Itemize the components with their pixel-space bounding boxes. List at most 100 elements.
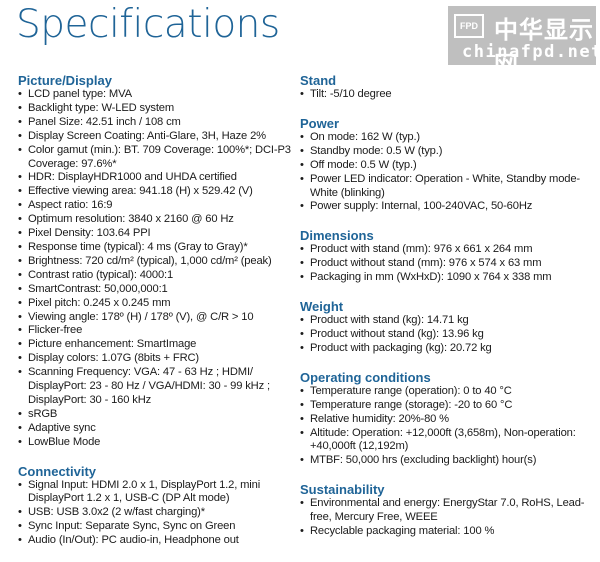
bullet-icon: • [18, 129, 22, 142]
watermark: FPD 中华显示网 chinafpd.net [448, 6, 600, 79]
section-heading: Operating conditions [300, 369, 431, 385]
bullet-icon: • [300, 243, 304, 256]
spec-item: • Standby mode: 0.5 W (typ.) [300, 145, 592, 159]
bullet-icon: • [18, 407, 22, 420]
spec-item: • Tilt: -5/10 degree [300, 88, 592, 102]
bullet-icon: • [18, 185, 22, 198]
bullet-icon: • [300, 200, 304, 213]
spec-item-text: LowBlue Mode [28, 435, 101, 448]
spec-item-text: HDR: DisplayHDR1000 and UHDA certified [28, 171, 237, 184]
spec-item-text: Product with stand (mm): 976 x 661 x 264… [310, 243, 533, 256]
section-heading: Weight [300, 299, 344, 315]
spec-item: • Backlight type: W-LED system [18, 102, 294, 116]
spec-item: • Product with stand (mm): 976 x 661 x 26… [300, 243, 592, 257]
spec-item-text: Temperature range (storage): -20 to 60 °… [310, 398, 513, 411]
spec-item: • SmartContrast: 50,000,000:1 [18, 283, 294, 297]
spec-item-text: Brightness: 720 cd/m² (typical), 1,000 c… [28, 254, 272, 267]
spec-item-text: Product with stand (kg): 14.71 kg [310, 314, 469, 327]
bullet-icon: • [18, 227, 22, 240]
spec-item-text: Contrast ratio (typical): 4000:1 [28, 268, 174, 281]
spec-item: • Sync Input: Separate Sync, Sync on Gree… [18, 520, 294, 534]
left-column: Picture/Display • LCD panel type: MVA • Back… [18, 73, 294, 562]
bullet-icon: • [18, 101, 22, 114]
spec-list: • On mode: 162 W (typ.) • Standby mode: 0.5… [300, 131, 592, 214]
spec-item: • LowBlue Mode [18, 436, 294, 450]
spec-list: • Tilt: -5/10 degree [300, 88, 592, 102]
spec-item: • Aspect ratio: 16:9 [18, 199, 294, 213]
spec-item: • HDR: DisplayHDR1000 and UHDA certified [18, 171, 294, 185]
spec-item: • Brightness: 720 cd/m² (typical), 1,000 … [18, 255, 294, 269]
spec-item: • Off mode: 0.5 W (typ.) [300, 159, 592, 173]
spec-item-text: Response time (typical): 4 ms (Gray to G… [28, 240, 248, 253]
bullet-icon: • [18, 478, 22, 491]
spec-list: • Signal Input: HDMI 2.0 x 1, DisplayPort… [18, 479, 294, 549]
spec-item-text: Panel Size: 42.51 inch / 108 cm [28, 115, 181, 128]
spec-item: • Packaging in mm (WxHxD): 1090 x 764 x 3… [300, 271, 592, 285]
spec-item-text: On mode: 162 W (typ.) [310, 130, 421, 143]
section-operating-conditions: Operating conditions • Temperature range (… [300, 370, 592, 468]
section-connectivity: Connectivity • Signal Input: HDMI 2.0 x 1,… [18, 464, 294, 549]
spec-item: • Temperature range (storage): -20 to 60 … [300, 399, 592, 413]
spec-item: • MTBF: 50,000 hrs (excluding backlight) … [300, 454, 592, 468]
bullet-icon: • [18, 421, 22, 434]
section-sustainability: Sustainability • Environmental and energy:… [300, 482, 592, 539]
spec-item-text: Signal Input: HDMI 2.0 x 1, DisplayPort … [28, 478, 261, 505]
spec-item-text: Pixel Density: 103.64 PPI [28, 227, 151, 240]
spec-item: • Pixel pitch: 0.245 x 0.245 mm [18, 297, 294, 311]
spec-item: • Display colors: 1.07G (8bits + FRC) [18, 352, 294, 366]
spec-item-text: Optimum resolution: 3840 x 2160 @ 60 Hz [28, 213, 234, 226]
spec-item-text: Altitude: Operation: +12,000ft (3,658m),… [310, 426, 576, 453]
spec-list: • LCD panel type: MVA • Backlight type: W-L… [18, 88, 294, 450]
page-title: Specifications [16, 2, 280, 47]
section-heading: Sustainability [300, 482, 385, 498]
spec-item-text: MTBF: 50,000 hrs (excluding backlight) h… [310, 454, 537, 467]
right-column: Stand • Tilt: -5/10 degree Power • On mode: 1… [300, 73, 592, 553]
section-heading: Connectivity [18, 463, 97, 479]
spec-item: • Environmental and energy: EnergyStar 7.… [300, 497, 592, 525]
spec-item-text: Environmental and energy: EnergyStar 7.0… [310, 497, 585, 524]
spec-item: • Optimum resolution: 3840 x 2160 @ 60 Hz [18, 213, 294, 227]
spec-item: • Relative humidity: 20%-80 % [300, 413, 592, 427]
bullet-icon: • [18, 520, 22, 533]
spec-item-text: Backlight type: W-LED system [28, 101, 175, 114]
bullet-icon: • [300, 341, 304, 354]
section-picture-display: Picture/Display • LCD panel type: MVA • Back… [18, 73, 294, 450]
spec-item-text: Off mode: 0.5 W (typ.) [310, 158, 417, 171]
spec-item: • Power LED indicator: Operation - White,… [300, 173, 592, 201]
bullet-icon: • [300, 525, 304, 538]
spec-item: • Response time (typical): 4 ms (Gray to … [18, 241, 294, 255]
bullet-icon: • [300, 172, 304, 185]
bullet-icon: • [300, 454, 304, 467]
spec-item: • Flicker-free [18, 324, 294, 338]
spec-item-text: Display colors: 1.07G (8bits + FRC) [28, 352, 200, 365]
spec-item: • Product without stand (kg): 13.96 kg [300, 328, 592, 342]
spec-item: • Contrast ratio (typical): 4000:1 [18, 269, 294, 283]
spec-item-text: Color gamut (min.): BT. 709 Coverage: 10… [28, 143, 291, 170]
spec-item-text: Pixel pitch: 0.245 x 0.245 mm [28, 296, 171, 309]
spec-item: • On mode: 162 W (typ.) [300, 131, 592, 145]
spec-list: • Temperature range (operation): 0 to 40 … [300, 385, 592, 468]
bullet-icon: • [300, 327, 304, 340]
bullet-icon: • [18, 282, 22, 295]
spec-item-text: Tilt: -5/10 degree [310, 88, 392, 100]
spec-item: • Signal Input: HDMI 2.0 x 1, DisplayPort… [18, 479, 294, 507]
section-heading: Picture/Display [18, 73, 112, 88]
bullet-icon: • [18, 338, 22, 351]
bullet-icon: • [300, 398, 304, 411]
spec-item: • Viewing angle: 178º (H) / 178º (V), @ C… [18, 311, 294, 325]
bullet-icon: • [18, 366, 22, 379]
spec-item-text: Product without stand (mm): 976 x 574 x … [310, 257, 542, 270]
section-power: Power • On mode: 162 W (typ.) • Standby mode… [300, 116, 592, 214]
spec-item-text: Power supply: Internal, 100-240VAC, 50-6… [310, 200, 533, 213]
spec-item: • Product with packaging (kg): 20.72 kg [300, 342, 592, 356]
bullet-icon: • [18, 352, 22, 365]
section-stand: Stand • Tilt: -5/10 degree [300, 73, 592, 102]
spec-item: • Altitude: Operation: +12,000ft (3,658m)… [300, 427, 592, 455]
spec-list: • Product with stand (kg): 14.71 kg • Produ… [300, 314, 592, 356]
bullet-icon: • [18, 296, 22, 309]
spec-item: • Effective viewing area: 941.18 (H) x 52… [18, 185, 294, 199]
spec-item-text: Product without stand (kg): 13.96 kg [310, 327, 484, 340]
bullet-icon: • [18, 324, 22, 337]
spec-item-text: Product with packaging (kg): 20.72 kg [310, 341, 492, 354]
spec-item-text: Picture enhancement: SmartImage [28, 338, 197, 351]
